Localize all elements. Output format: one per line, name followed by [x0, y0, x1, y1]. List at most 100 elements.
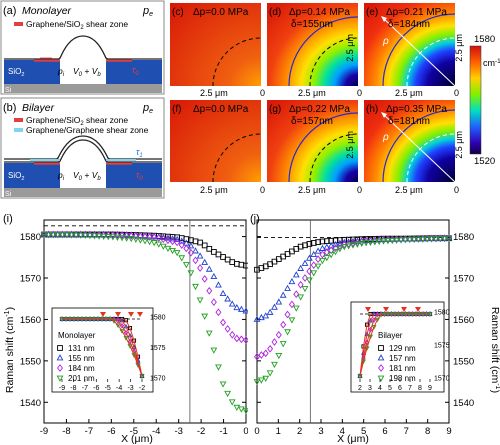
plot-i-frame	[43, 219, 247, 424]
svg-text:2.5 μm: 2.5 μm	[345, 34, 355, 62]
data-point	[192, 247, 199, 254]
colorbar-max: 1580	[474, 34, 495, 45]
data-point	[336, 246, 344, 253]
data-point	[137, 232, 144, 241]
plot-j-ylabel: Raman shift (cm	[489, 307, 500, 384]
inset-y-tick-label: 1580	[434, 310, 450, 317]
map-axis-ticks-row2: 2.5 μm 0 2.5 μm 0 2.5 μm 0 2.5 μm 2.5 μm	[200, 131, 464, 195]
inset-data-point	[127, 344, 133, 349]
data-point	[54, 232, 62, 239]
data-point	[210, 272, 218, 280]
shear-zone-swatch-2	[14, 128, 23, 132]
legend-marker	[57, 345, 63, 351]
data-point	[81, 230, 89, 237]
legend-item: 201 nm	[68, 374, 95, 383]
legend-item: 129 nm	[389, 344, 416, 353]
x-tick-label: 8	[425, 426, 430, 437]
data-point	[40, 232, 48, 239]
data-point	[192, 283, 199, 291]
data-point	[254, 352, 260, 361]
x-tick-label: 9	[446, 426, 451, 437]
inset-x-tick-label: -8	[70, 385, 76, 392]
x-tick-label: 5	[361, 426, 366, 437]
data-point	[292, 271, 300, 278]
data-point	[123, 235, 131, 242]
data-point	[211, 249, 217, 255]
data-point	[284, 329, 291, 336]
data-point	[262, 375, 270, 382]
map-c-dp: Δp=0.0 MPa	[193, 7, 249, 18]
data-point	[169, 247, 176, 255]
graphene-top-layer	[4, 135, 162, 160]
shear-zone-swatch	[14, 22, 23, 26]
data-point	[253, 315, 261, 322]
data-point	[210, 347, 218, 354]
data-point	[68, 232, 75, 239]
svg-text:SiO2: SiO2	[8, 67, 24, 78]
data-point	[81, 232, 89, 240]
inset-data-point	[371, 325, 377, 330]
data-point	[77, 230, 85, 237]
inset-x-tick-label: -7	[82, 385, 88, 392]
map-axis-ticks-row1: 2.5 μm 0 2.5 μm 0 2.5 μm 0 2.5 μm 2.5 μm	[200, 34, 464, 98]
x-tick-label: -5	[130, 426, 138, 437]
data-point	[114, 234, 121, 241]
data-point	[95, 233, 103, 240]
data-point	[141, 238, 149, 245]
data-point	[192, 256, 199, 265]
data-point	[164, 234, 172, 241]
svg-text:cm-1: cm-1	[483, 58, 500, 68]
inset-x-tick-label: -6	[93, 385, 99, 392]
legend-marker	[56, 354, 64, 361]
data-point	[173, 250, 181, 257]
svg-text:2.5 μm: 2.5 μm	[200, 88, 228, 98]
data-point	[332, 240, 339, 248]
inset-y-tick-label: 1570	[434, 376, 450, 383]
x-tick-label: -8	[62, 426, 70, 437]
data-point	[72, 230, 80, 237]
colorbar-min: 1520	[474, 156, 495, 167]
data-point	[233, 261, 240, 267]
data-point	[164, 245, 172, 253]
data-point	[301, 285, 309, 293]
svg-text:2.5 μm: 2.5 μm	[395, 185, 423, 195]
legend-item: 184 nm	[68, 364, 95, 373]
data-point	[445, 235, 453, 243]
data-point	[63, 232, 71, 239]
data-point	[319, 250, 326, 259]
data-point	[397, 237, 405, 244]
data-point	[58, 232, 66, 239]
data-point	[441, 234, 449, 241]
data-point	[109, 234, 117, 241]
svg-text:0: 0	[357, 185, 362, 195]
raman-plot-i: (i) Raman shift (cm-1) X (μm) -9 -8 -7 -6 -5…	[3, 213, 248, 445]
inset-x-tick-label: -9	[59, 385, 65, 392]
data-point	[362, 240, 370, 247]
data-point	[432, 236, 440, 243]
data-point	[128, 231, 135, 240]
data-point	[293, 290, 300, 299]
data-point	[91, 233, 98, 240]
data-point	[310, 250, 318, 258]
data-point	[224, 390, 232, 398]
data-point	[219, 289, 227, 296]
data-point	[123, 231, 130, 240]
data-point	[228, 399, 236, 406]
data-point	[266, 370, 274, 377]
data-point	[243, 336, 248, 345]
data-point	[242, 307, 248, 314]
panel-b-title: Bilayer	[22, 102, 55, 114]
inset-data-point	[368, 326, 373, 333]
data-point	[205, 265, 213, 272]
inset-x-tick-label: -3	[127, 385, 133, 392]
data-point	[292, 305, 300, 312]
inset-x-tick-label: -4	[116, 385, 122, 392]
data-point	[142, 232, 148, 241]
data-point	[288, 300, 295, 309]
data-point	[182, 262, 190, 269]
map-e-delta: δ=184nm	[388, 19, 430, 30]
data-point	[228, 300, 236, 307]
inset-j-ticks: 2 3 4 5 6 7 8 9 1580 1575 1570	[358, 310, 450, 393]
data-point	[127, 236, 135, 243]
